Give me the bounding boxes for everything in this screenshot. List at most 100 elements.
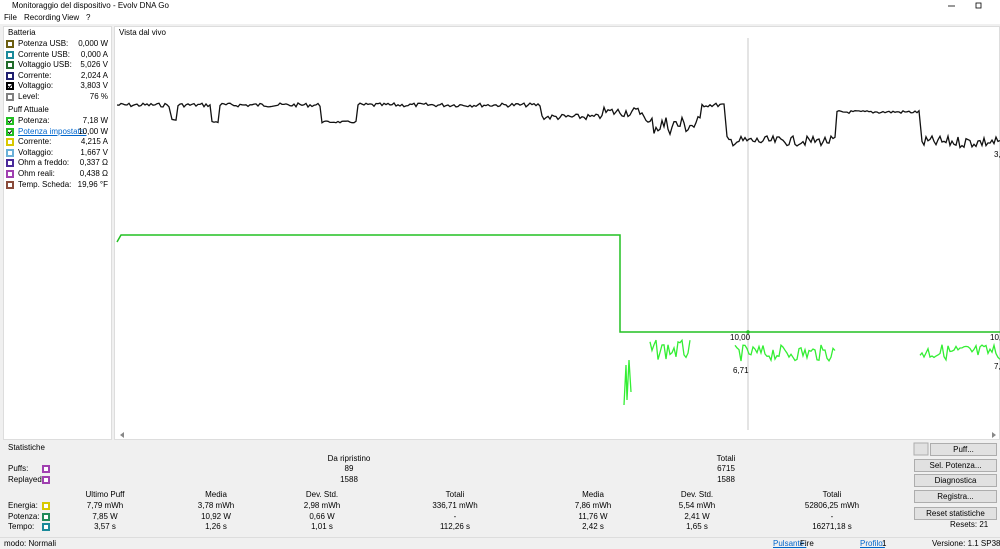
checkbox[interactable] — [6, 148, 14, 157]
field-value: 0,438 Ω — [79, 169, 108, 178]
scroll-right[interactable] — [992, 432, 996, 438]
stat-value: 1,26 s — [205, 522, 227, 532]
field-value: 1,667 V — [80, 147, 108, 157]
field-value: 2,024 A — [80, 70, 108, 80]
field-label: Corrente: — [18, 137, 52, 147]
checkbox[interactable] — [6, 180, 14, 189]
checkbox[interactable] — [6, 71, 14, 80]
button[interactable]: Diagnostica — [914, 474, 997, 487]
field-value: 10,00 W — [78, 126, 108, 136]
restore-icon[interactable] — [975, 2, 982, 9]
stat-value: 52806,25 mWh — [804, 501, 860, 510]
row-label: Replayed: — [8, 475, 45, 484]
stat-value: 0,66 W — [309, 511, 335, 521]
plot-marker: 3, — [994, 150, 1000, 159]
checkbox[interactable] — [42, 512, 50, 521]
power-trace — [919, 342, 1000, 362]
stat-value: - — [453, 511, 457, 521]
field-label: Temp. Scheda: — [18, 179, 72, 189]
title-bar — [0, 0, 1000, 12]
set-power-line — [116, 234, 1000, 333]
field-value: 76 % — [89, 92, 108, 101]
button[interactable]: Reset statistiche — [914, 507, 997, 520]
field-label[interactable]: Potenza impostata: — [18, 126, 87, 136]
column-header: Media — [582, 490, 604, 499]
field-label: Level: — [18, 92, 40, 101]
field-label: Potenza USB: — [18, 39, 69, 48]
checkbox[interactable] — [42, 465, 50, 473]
stat-value: 1,65 s — [686, 522, 708, 532]
checkbox[interactable] — [42, 476, 50, 484]
field-value: 4,215 A — [80, 137, 108, 147]
stat-value: 1,01 s — [311, 522, 333, 532]
checkbox[interactable] — [42, 523, 50, 532]
puff-icon-button[interactable] — [913, 442, 929, 456]
power-trace — [623, 359, 632, 406]
checkbox[interactable] — [42, 502, 50, 510]
field-label: Potenza: — [18, 116, 50, 125]
checkbox[interactable] — [6, 93, 14, 101]
count-value: 89 — [344, 464, 354, 473]
count-value: 6715 — [717, 464, 735, 473]
row-label: Tempo: — [8, 522, 35, 532]
plot-marker: 7, — [994, 362, 1000, 371]
menu-item[interactable]: ? — [86, 13, 91, 22]
checkbox[interactable] — [6, 159, 14, 168]
live-view-panel — [114, 26, 1000, 440]
window-title: Monitoraggio del dispositivo - Evolv DNA… — [12, 1, 169, 10]
column-header: Dev. Std. — [305, 490, 339, 499]
stat-value: 2,41 W — [684, 511, 710, 521]
status-label[interactable]: Profilo: — [860, 539, 885, 548]
button[interactable]: Registra... — [914, 490, 997, 503]
section-title: Batteria — [8, 28, 36, 37]
button[interactable]: Puff... — [930, 443, 997, 456]
row-label: Puffs: — [8, 464, 29, 473]
check — [8, 129, 12, 134]
checkbox[interactable] — [6, 138, 14, 147]
stat-value: 16271,18 s — [812, 522, 852, 532]
stat-value: 10,92 W — [201, 511, 231, 521]
menu-item[interactable]: File — [4, 13, 17, 22]
checkbox[interactable] — [6, 117, 14, 125]
field-value: 3,803 V — [80, 81, 108, 91]
status-label[interactable]: Pulsante: — [773, 539, 807, 548]
status-mode: modo: Normali — [4, 539, 57, 548]
stat-value: 11,76 W — [578, 511, 608, 521]
check — [8, 119, 12, 123]
checkbox[interactable] — [6, 82, 14, 91]
menu-item[interactable]: View — [62, 13, 80, 22]
field-label: Ohm a freddo: — [18, 158, 70, 168]
menu-item[interactable]: Recording — [24, 13, 61, 22]
field-value: 0,000 A — [80, 49, 108, 59]
field-value: 0,000 W — [78, 39, 108, 48]
power-trace — [734, 343, 836, 363]
column-header: Ultimo Puff — [85, 490, 125, 499]
checkbox[interactable] — [6, 127, 14, 136]
stat-value: 112,26 s — [439, 522, 471, 532]
stat-value: 3,78 mWh — [197, 501, 235, 510]
stat-value: 336,71 mWh — [432, 501, 478, 510]
button[interactable]: Sel. Potenza... — [914, 459, 997, 472]
count-value: 1588 — [717, 475, 735, 484]
checkbox[interactable] — [6, 61, 14, 70]
field-value: 0,337 Ω — [79, 158, 108, 168]
power-trace — [649, 338, 691, 360]
column-header: Totali — [445, 490, 465, 499]
stat-value: 7,79 mWh — [86, 501, 124, 510]
row-label: Energia: — [8, 501, 38, 510]
scroll-left[interactable] — [120, 432, 124, 438]
live-view-title: Vista dal vivo — [119, 28, 166, 37]
stat-value: 2,42 s — [582, 522, 604, 532]
resets-count: Resets: 21 — [950, 520, 989, 529]
stats-title: Statistiche — [8, 443, 45, 452]
checkbox[interactable] — [6, 40, 14, 48]
status-value: Fire — [800, 539, 814, 548]
field-label: Voltaggio: — [18, 81, 54, 91]
checkbox[interactable] — [6, 50, 14, 59]
checkbox[interactable] — [6, 170, 14, 178]
plot-marker: 6,71 — [733, 366, 749, 375]
column-header: Dev. Std. — [680, 490, 714, 499]
field-label: Corrente USB: — [18, 49, 71, 59]
column-header: Media — [205, 490, 227, 499]
